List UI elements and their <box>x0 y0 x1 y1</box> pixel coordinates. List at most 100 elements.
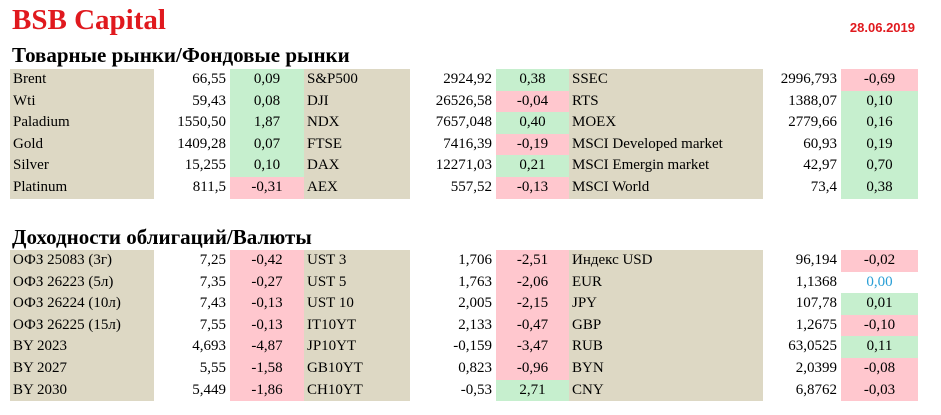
instrument-change: -2,06 <box>496 271 569 294</box>
section-title-bonds-fx: Доходности облигаций/Валюты <box>12 225 312 249</box>
instrument-value: 7416,39 <box>443 135 492 152</box>
instrument-name: Platinum <box>10 176 154 199</box>
instrument-change: -3,47 <box>496 336 569 358</box>
instrument-change: 0,21 <box>496 155 569 177</box>
instrument-change: 0,16 <box>841 112 918 134</box>
table-row: ОФЗ 26223 (5л) 7,35 -0,27 UST 5 1,763 -2,06 EU… <box>10 271 918 294</box>
instrument-change: -0,96 <box>496 357 569 380</box>
instrument-value: 557,52 <box>450 178 492 195</box>
instrument-value: 2779,66 <box>788 114 837 131</box>
instrument-value: 15,255 <box>184 157 226 174</box>
table-row: ОФЗ 25083 (3г) 7,25 -0,42 UST 3 1,706 -2,51 Ин… <box>10 250 918 272</box>
instrument-value: 96,194 <box>795 252 837 268</box>
instrument-value: 1,706 <box>458 252 492 268</box>
instrument-value: 0,823 <box>458 359 492 376</box>
instrument-change: 0,08 <box>230 90 304 113</box>
report-date: 28.06.2019 <box>849 20 915 35</box>
instrument-value: 811,5 <box>192 178 226 195</box>
instrument-value: 5,55 <box>199 359 226 376</box>
instrument-name: UST 5 <box>304 271 410 294</box>
table-row: Wti 59,43 0,08 DJI 26526,58 -0,04 RTS 1388,07 0,… <box>10 90 918 113</box>
table-row: Brent 66,55 0,09 S&P500 2924,92 0,38 SSEC 2996,… <box>10 69 918 91</box>
instrument-value: 73,4 <box>810 178 837 195</box>
instrument-change: 2,71 <box>496 379 569 402</box>
instrument-change: -0,03 <box>841 379 918 402</box>
instrument-change: 0,09 <box>230 69 304 91</box>
instrument-name: Paladium <box>10 112 154 134</box>
instrument-change: -2,51 <box>496 250 569 272</box>
instrument-change: 0,10 <box>230 155 304 177</box>
instrument-value: 42,97 <box>803 157 837 174</box>
instrument-change: 1,87 <box>230 112 304 134</box>
instrument-value: 1,763 <box>458 273 492 290</box>
section-title-markets: Товарные рынки/Фондовые рынки <box>12 43 350 67</box>
instrument-value: 63,0525 <box>788 338 837 355</box>
instrument-value: -0,159 <box>453 338 492 355</box>
instrument-change: 0,10 <box>841 90 918 113</box>
instrument-value: 12271,03 <box>435 157 492 174</box>
instrument-change: -0,04 <box>496 90 569 113</box>
instrument-name: CNY <box>569 379 763 402</box>
instrument-name: UST 10 <box>304 293 410 315</box>
instrument-name: Brent <box>10 69 154 91</box>
instrument-name: Silver <box>10 155 154 177</box>
instrument-name: CH10YT <box>304 379 410 402</box>
instrument-name: MSCI Emergin market <box>569 155 763 177</box>
instrument-change: -0,69 <box>841 69 918 91</box>
instrument-value: 7,35 <box>199 273 226 290</box>
instrument-name: BY 2027 <box>10 357 154 380</box>
instrument-change: -0,27 <box>230 271 304 294</box>
instrument-change: -4,87 <box>230 336 304 358</box>
instrument-change: -1,58 <box>230 357 304 380</box>
table-row: BY 2023 4,693 -4,87 JP10YT -0,159 -3,47 RUB 63,… <box>10 336 918 358</box>
instrument-name: JP10YT <box>304 336 410 358</box>
instrument-name: SSEC <box>569 69 763 91</box>
instrument-change: 0,38 <box>496 69 569 91</box>
instrument-change: -0,42 <box>230 250 304 272</box>
instrument-change: -0,02 <box>841 250 918 272</box>
instrument-name: S&P500 <box>304 69 410 91</box>
instrument-change: -0,13 <box>496 176 569 199</box>
instrument-value: 7657,048 <box>435 114 492 131</box>
instrument-name: MOEX <box>569 112 763 134</box>
instrument-name: JPY <box>569 293 763 315</box>
instrument-name: NDX <box>304 112 410 134</box>
instrument-change: 0,07 <box>230 133 304 156</box>
instrument-value: 2,0399 <box>795 359 837 376</box>
instrument-value: 7,55 <box>199 316 226 333</box>
instrument-name: RUB <box>569 336 763 358</box>
instrument-name: EUR <box>569 271 763 294</box>
instrument-change: -1,86 <box>230 379 304 402</box>
instrument-value: 60,93 <box>803 135 837 152</box>
table-row: BY 2027 5,55 -1,58 GB10YT 0,823 -0,96 BYN 2,039… <box>10 357 918 380</box>
instrument-change: -0,19 <box>496 133 569 156</box>
table-row: Silver 15,255 0,10 DAX 12271,03 0,21 MSCI Emer… <box>10 155 918 177</box>
instrument-change: -0,10 <box>841 314 918 337</box>
instrument-value: 26526,58 <box>435 92 492 109</box>
instrument-change: -0,13 <box>230 314 304 337</box>
instrument-name: Wti <box>10 90 154 113</box>
instrument-name: MSCI Developed market <box>569 133 763 156</box>
table-row: ОФЗ 26224 (10л) 7,43 -0,13 UST 10 2,005 -2,15… <box>10 293 918 315</box>
instrument-value: 66,55 <box>192 71 226 87</box>
instrument-name: GB10YT <box>304 357 410 380</box>
instrument-value: 2924,92 <box>443 71 492 87</box>
instrument-value: 1,1368 <box>795 273 837 290</box>
table-row: ОФЗ 26225 (15л) 7,55 -0,13 IT10YT 2,133 -0,47… <box>10 314 918 337</box>
instrument-name: AEX <box>304 176 410 199</box>
instrument-change: 0,01 <box>841 293 918 315</box>
instrument-name: Gold <box>10 133 154 156</box>
instrument-name: ОФЗ 26223 (5л) <box>10 271 154 294</box>
instrument-value: 107,78 <box>795 295 837 312</box>
instrument-name: RTS <box>569 90 763 113</box>
instrument-name: MSCI World <box>569 176 763 199</box>
instrument-value: 4,693 <box>192 338 226 355</box>
instrument-change: 0,40 <box>496 112 569 134</box>
instrument-value: 7,25 <box>199 252 226 268</box>
instrument-name: FTSE <box>304 133 410 156</box>
instrument-name: BY 2023 <box>10 336 154 358</box>
instrument-name: DJI <box>304 90 410 113</box>
instrument-change: 0,70 <box>841 155 918 177</box>
markets-table: Brent 66,55 0,09 S&P500 2924,92 0,38 SSEC 2996,… <box>10 69 918 199</box>
instrument-name: Индекс USD <box>569 250 763 272</box>
